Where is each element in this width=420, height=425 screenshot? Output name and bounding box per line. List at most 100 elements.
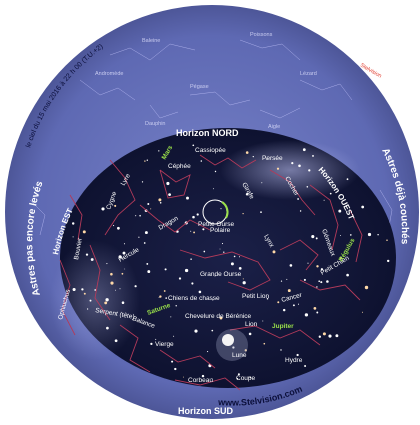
star bbox=[349, 234, 352, 236]
constellation-label: Chiens de chasse bbox=[168, 295, 220, 302]
constellation-label: Corbeau bbox=[188, 377, 213, 384]
star bbox=[168, 193, 171, 196]
star bbox=[252, 155, 254, 158]
star bbox=[297, 198, 299, 200]
star bbox=[198, 290, 202, 294]
constellation-line bbox=[279, 239, 319, 271]
star bbox=[83, 292, 86, 295]
star bbox=[158, 150, 160, 152]
constellation-label: Petit Lion bbox=[242, 293, 269, 300]
star bbox=[282, 308, 286, 312]
constellation-line bbox=[309, 184, 339, 251]
star bbox=[386, 259, 390, 263]
star bbox=[114, 204, 117, 207]
constellation-line bbox=[119, 324, 151, 373]
star bbox=[193, 231, 196, 234]
constellation-label: Polaire bbox=[210, 227, 231, 234]
star bbox=[147, 203, 150, 205]
star bbox=[203, 250, 206, 253]
star bbox=[210, 378, 212, 380]
star bbox=[72, 236, 74, 238]
star bbox=[304, 365, 307, 367]
star bbox=[212, 299, 214, 301]
star bbox=[346, 178, 349, 181]
star bbox=[146, 159, 148, 161]
star bbox=[213, 188, 215, 190]
star bbox=[286, 278, 288, 280]
star bbox=[320, 281, 323, 284]
star bbox=[364, 285, 369, 290]
star bbox=[146, 262, 149, 265]
star bbox=[158, 198, 162, 202]
constellation-line bbox=[199, 154, 257, 169]
star bbox=[280, 280, 283, 282]
star bbox=[312, 154, 314, 157]
constellation-line bbox=[159, 349, 216, 369]
star bbox=[141, 181, 144, 183]
star bbox=[276, 167, 280, 170]
star bbox=[191, 282, 194, 285]
star bbox=[238, 267, 242, 270]
star bbox=[113, 225, 115, 227]
constellation-line bbox=[159, 169, 191, 199]
planet-label: Jupiter bbox=[272, 323, 294, 330]
star bbox=[190, 230, 192, 232]
star bbox=[143, 242, 146, 244]
star bbox=[182, 376, 184, 378]
star bbox=[315, 237, 318, 240]
star bbox=[211, 329, 214, 332]
star bbox=[245, 192, 249, 196]
star bbox=[299, 210, 302, 212]
star bbox=[164, 268, 167, 271]
star bbox=[298, 164, 301, 168]
star bbox=[245, 151, 249, 154]
star bbox=[90, 258, 94, 261]
star bbox=[242, 281, 246, 285]
star bbox=[280, 349, 282, 351]
star bbox=[173, 335, 175, 337]
star bbox=[214, 275, 216, 277]
constellation-label: Chevelure de Bérénice bbox=[185, 313, 252, 320]
star bbox=[202, 228, 205, 231]
constellation-label: Grande Ourse bbox=[200, 271, 242, 278]
star bbox=[144, 160, 146, 162]
star bbox=[207, 351, 209, 353]
star bbox=[340, 235, 341, 237]
constellation-label: Vierge bbox=[155, 341, 174, 348]
star bbox=[118, 255, 122, 259]
star bbox=[114, 339, 118, 343]
star bbox=[85, 253, 89, 256]
star bbox=[289, 264, 293, 267]
star bbox=[377, 234, 379, 236]
constellation-line bbox=[174, 377, 241, 391]
star bbox=[322, 332, 326, 336]
star bbox=[190, 258, 192, 260]
star bbox=[171, 360, 174, 363]
star bbox=[159, 295, 162, 298]
star bbox=[106, 326, 109, 330]
star bbox=[150, 342, 153, 346]
star bbox=[272, 250, 276, 254]
star-field bbox=[71, 144, 390, 380]
outer-name: Poissons bbox=[250, 32, 273, 38]
star bbox=[82, 230, 86, 234]
star bbox=[230, 262, 234, 266]
star bbox=[238, 256, 241, 258]
constellation-label: Céphée bbox=[168, 163, 191, 170]
star bbox=[313, 307, 317, 310]
star bbox=[124, 268, 126, 270]
star bbox=[346, 273, 349, 277]
star bbox=[233, 255, 236, 258]
constellation-line bbox=[89, 244, 111, 321]
constellation-lines bbox=[59, 154, 363, 391]
outer-name: Pégase bbox=[190, 84, 209, 90]
star bbox=[318, 280, 321, 283]
constellation-line bbox=[69, 194, 83, 241]
constellation-line bbox=[229, 325, 321, 346]
star bbox=[110, 281, 114, 285]
star bbox=[236, 377, 239, 380]
star bbox=[320, 268, 324, 271]
star bbox=[175, 305, 177, 307]
star bbox=[219, 316, 223, 320]
